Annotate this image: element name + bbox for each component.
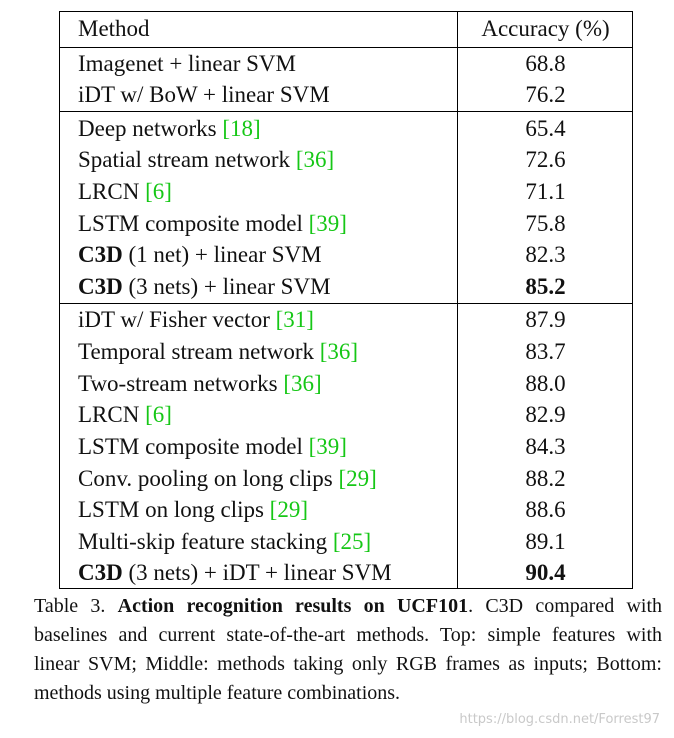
citation-link[interactable]: [29]	[338, 466, 377, 491]
citation-link[interactable]: [39]	[308, 434, 347, 459]
citation-link[interactable]: [6]	[145, 402, 172, 427]
row-method: Deep networks [18]	[78, 116, 261, 141]
row-method: LRCN [6]	[78, 402, 172, 427]
row-method: Two-stream networks [36]	[78, 371, 322, 396]
row-method: iDT w/ BoW + linear SVM	[78, 82, 330, 107]
row-accuracy: 71.1	[525, 179, 566, 204]
row-accuracy: 82.9	[525, 402, 566, 427]
row-accuracy: 88.2	[525, 466, 566, 491]
citation-link[interactable]: [36]	[283, 371, 322, 396]
row-accuracy: 87.9	[525, 307, 566, 332]
row-accuracy: 88.6	[525, 497, 566, 522]
row-method: C3D (1 net) + linear SVM	[78, 242, 322, 267]
row-method: LRCN [6]	[78, 179, 172, 204]
citation-link[interactable]: [29]	[269, 497, 308, 522]
citation-link[interactable]: [6]	[145, 179, 172, 204]
row-method: LSTM on long clips [29]	[78, 497, 308, 522]
row-method: Spatial stream network [36]	[78, 147, 335, 172]
header-accuracy: Accuracy (%)	[481, 16, 610, 41]
row-accuracy-best: 85.2	[525, 274, 566, 299]
group-rule	[60, 303, 632, 304]
row-accuracy: 65.4	[525, 116, 566, 141]
table-caption: Table 3. Action recognition results on U…	[34, 595, 662, 704]
row-accuracy: 76.2	[525, 82, 566, 107]
row-accuracy: 83.7	[525, 339, 566, 364]
row-accuracy: 89.1	[525, 529, 566, 554]
group-rule	[60, 111, 632, 112]
row-method: Multi-skip feature stacking [25]	[78, 529, 372, 554]
citation-link[interactable]: [36]	[319, 339, 359, 364]
row-accuracy: 82.3	[525, 242, 566, 267]
citation-link[interactable]: [39]	[308, 211, 347, 236]
row-accuracy-best: 90.4	[525, 560, 566, 585]
results-table: Method Accuracy (%) Imagenet + linear SV…	[59, 11, 633, 589]
row-accuracy: 68.8	[525, 51, 566, 76]
citation-link[interactable]: [25]	[332, 529, 372, 554]
row-method: Temporal stream network [36]	[78, 339, 359, 364]
citation-link[interactable]: [31]	[275, 307, 314, 332]
row-accuracy: 72.6	[525, 147, 566, 172]
citation-link[interactable]: [18]	[222, 116, 261, 141]
row-method: Conv. pooling on long clips [29]	[78, 466, 377, 491]
watermark: https://blog.csdn.net/Forrest97	[459, 712, 660, 727]
row-method: C3D (3 nets) + linear SVM	[78, 274, 331, 299]
column-divider	[457, 12, 458, 588]
row-accuracy: 75.8	[525, 211, 566, 236]
row-method: iDT w/ Fisher vector [31]	[78, 307, 314, 332]
row-accuracy: 88.0	[525, 371, 566, 396]
citation-link[interactable]: [36]	[295, 147, 335, 172]
header-rule	[60, 47, 632, 48]
row-method: LSTM composite model [39]	[78, 434, 347, 459]
row-method: Imagenet + linear SVM	[78, 51, 296, 76]
row-accuracy: 84.3	[525, 434, 566, 459]
header-method: Method	[78, 16, 150, 41]
row-method: LSTM composite model [39]	[78, 211, 347, 236]
row-method: C3D (3 nets) + iDT + linear SVM	[78, 560, 392, 585]
